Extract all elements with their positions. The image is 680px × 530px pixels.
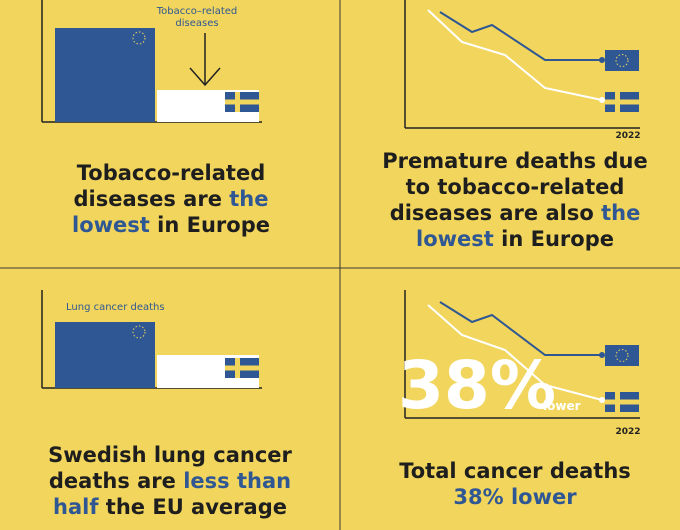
caption-text: Swedish lung cancer deaths are <box>48 443 292 493</box>
big-number: 38% <box>398 347 556 424</box>
year-label: 2022 <box>615 427 640 437</box>
caption: Tobacco-related diseases are the lowest … <box>40 160 302 238</box>
caption-text: Total cancer deaths <box>399 459 631 483</box>
caption-text: in Europe <box>149 213 270 237</box>
line-graphic: 38% lower 2022 <box>398 290 641 437</box>
annotation: diseases <box>175 18 218 29</box>
bar-graphic: Tobacco–related diseases <box>41 0 262 123</box>
caption-text: Premature deaths due to tobacco-related … <box>382 149 648 225</box>
annotation: Lung cancer deaths <box>66 302 165 313</box>
year-label: 2022 <box>615 131 640 141</box>
caption: Swedish lung cancer deaths are less than… <box>28 442 312 520</box>
caption: Total cancer deaths 38% lower <box>390 458 640 510</box>
line-graphic: 2022 <box>404 0 641 141</box>
caption-highlight: less than half <box>53 469 292 519</box>
bar-graphic: Lung cancer deaths <box>41 290 262 389</box>
caption-text: Tobacco-related diseases are <box>73 161 266 211</box>
big-number-label: lower <box>543 399 581 413</box>
caption-text: the EU average <box>98 495 287 519</box>
caption: Premature deaths due to tobacco-related … <box>380 148 650 252</box>
caption-highlight: 38% lower <box>453 485 577 509</box>
caption-highlight: the lowest <box>72 187 269 237</box>
caption-highlight: the lowest <box>416 201 641 251</box>
annotation: Tobacco–related <box>156 6 238 17</box>
caption-text: in Europe <box>493 227 614 251</box>
